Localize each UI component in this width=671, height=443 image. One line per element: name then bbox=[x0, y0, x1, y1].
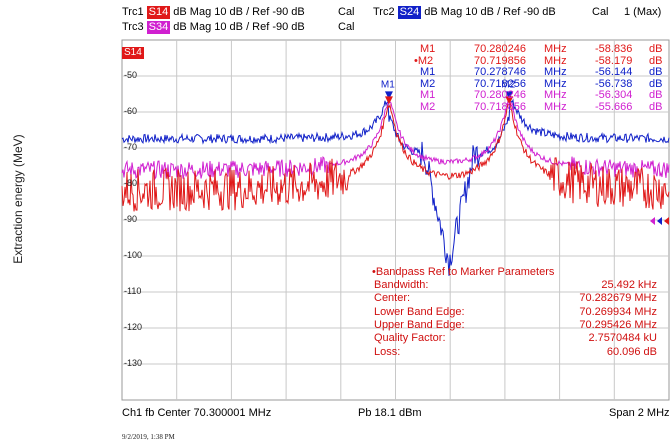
marker-frequency: 70.718256 bbox=[474, 77, 526, 90]
edge-indicator-arrow bbox=[650, 217, 655, 225]
trace-s34 bbox=[121, 97, 670, 181]
marker-name: M1 bbox=[420, 43, 436, 55]
marker-frequency: 70.719856 bbox=[474, 54, 526, 67]
marker-name: M1 bbox=[420, 66, 436, 78]
m1-marker-label: M1 bbox=[381, 79, 395, 90]
marker-unit: MHz bbox=[544, 77, 567, 90]
bandpass-label: Loss: bbox=[374, 345, 401, 358]
marker-frequency: 70.718856 bbox=[474, 100, 526, 113]
m2-marker-arrow-blue bbox=[505, 91, 514, 100]
m2-marker-label: M2 bbox=[501, 79, 515, 90]
trace-s14 bbox=[121, 101, 670, 212]
marker-frequency: 70.280246 bbox=[474, 43, 526, 55]
header-trace2[interactable]: Trc2 S24 dB Mag 10 dB / Ref -90 dB bbox=[373, 6, 556, 19]
bandpass-label: Lower Band Edge: bbox=[374, 305, 465, 318]
marker-value-unit: dB bbox=[649, 66, 663, 78]
y-tick-label: -50 bbox=[124, 70, 138, 80]
marker-value-unit: dB bbox=[649, 100, 663, 113]
bandpass-label: Upper Band Edge: bbox=[374, 318, 465, 331]
trc2-param-badge[interactable]: S24 bbox=[397, 6, 422, 19]
bandpass-label: Bandwidth: bbox=[374, 279, 429, 291]
footer-center-frequency[interactable]: Ch1 fb Center 70.300001 MHz bbox=[122, 407, 272, 419]
marker-name: •M2 bbox=[414, 54, 434, 67]
marker-value-unit: dB bbox=[649, 89, 663, 101]
active-trace-badge[interactable]: S14 bbox=[122, 47, 144, 59]
y-tick-label: -80 bbox=[124, 178, 138, 188]
marker-name: M1 bbox=[420, 89, 436, 101]
bandpass-value: 70.295426 MHz bbox=[579, 318, 657, 331]
m2-marker-arrow-red bbox=[505, 96, 514, 105]
y-tick-label: -100 bbox=[124, 250, 143, 260]
trc3-format: dB Mag 10 dB / Ref -90 dB bbox=[173, 21, 305, 33]
trc1-format: dB Mag 10 dB / Ref -90 dB bbox=[173, 6, 305, 18]
trc3-param-badge[interactable]: S34 bbox=[146, 21, 171, 34]
marker-value: -56.144 bbox=[595, 66, 633, 78]
trc3-cal: Cal bbox=[338, 21, 355, 33]
trc1-name: Trc1 bbox=[122, 6, 144, 18]
marker-name: M2 bbox=[420, 100, 436, 113]
bandpass-title: •Bandpass Ref to Marker Parameters bbox=[372, 266, 555, 278]
bandpass-label: Center: bbox=[374, 292, 411, 305]
y-tick-label: -90 bbox=[124, 214, 138, 224]
edge-indicator-arrow bbox=[657, 217, 662, 225]
header-trace1[interactable]: Trc1 S14 dB Mag 10 dB / Ref -90 dB bbox=[122, 6, 305, 19]
marker-value-unit: dB bbox=[649, 54, 663, 67]
timestamp: 9/2/2019, 1:38 PM bbox=[122, 433, 175, 441]
bandpass-label: Quality Factor: bbox=[374, 332, 446, 345]
marker-unit: MHz bbox=[544, 66, 567, 78]
marker-value: -56.738 bbox=[595, 77, 633, 90]
marker-frequency: 70.278746 bbox=[474, 66, 526, 78]
channel-max-indicator: 1 (Max) bbox=[624, 6, 662, 18]
marker-value-unit: dB bbox=[649, 77, 663, 90]
y-tick-label: -120 bbox=[124, 322, 143, 332]
header-trace3[interactable]: Trc3 S34 dB Mag 10 dB / Ref -90 dB bbox=[122, 21, 305, 34]
m1-marker-arrow-red bbox=[384, 96, 393, 105]
bandpass-value: 60.096 dB bbox=[606, 345, 657, 358]
bandpass-value: 25.492 kHz bbox=[601, 279, 657, 291]
marker-unit: MHz bbox=[544, 100, 567, 113]
trace-s24 bbox=[121, 98, 670, 276]
marker-value: -58.836 bbox=[595, 43, 633, 55]
marker-unit: MHz bbox=[544, 54, 567, 67]
trc2-format: dB Mag 10 dB / Ref -90 dB bbox=[424, 6, 556, 18]
marker-unit: MHz bbox=[544, 43, 567, 55]
y-tick-label: -130 bbox=[124, 358, 143, 368]
trc1-cal: Cal bbox=[338, 6, 355, 18]
marker-value-unit: dB bbox=[649, 43, 663, 55]
footer-power[interactable]: Pb 18.1 dBm bbox=[358, 407, 422, 419]
marker-value: -55.666 bbox=[595, 100, 633, 113]
footer-span[interactable]: Span 2 MHz bbox=[609, 407, 670, 419]
bandpass-value: 2.7570484 kU bbox=[588, 332, 658, 345]
marker-frequency: 70.280246 bbox=[474, 89, 526, 101]
edge-indicator-arrow bbox=[664, 217, 669, 225]
y-tick-label: -60 bbox=[124, 106, 138, 116]
bandpass-value: 70.282679 MHz bbox=[579, 292, 657, 305]
marker-value: -58.179 bbox=[595, 54, 633, 67]
y-tick-label: -70 bbox=[124, 142, 138, 152]
bandpass-value: 70.269934 MHz bbox=[579, 305, 657, 318]
trc3-name: Trc3 bbox=[122, 21, 144, 33]
y-tick-label: -110 bbox=[124, 286, 142, 296]
m1-marker-arrow-blue bbox=[384, 91, 393, 100]
marker-value: -56.304 bbox=[595, 89, 633, 101]
trc1-param-badge[interactable]: S14 bbox=[146, 6, 171, 19]
marker-name: M2 bbox=[420, 77, 436, 90]
marker-unit: MHz bbox=[544, 89, 567, 101]
trc2-name: Trc2 bbox=[373, 6, 395, 18]
trc2-cal: Cal bbox=[592, 6, 609, 18]
